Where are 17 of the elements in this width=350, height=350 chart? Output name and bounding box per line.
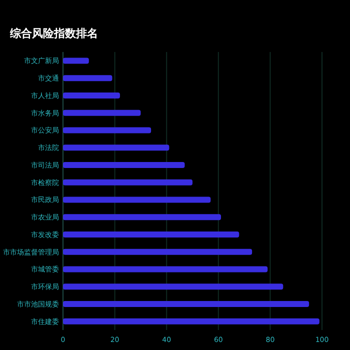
bar: [63, 127, 152, 134]
chart-title: 综合风险指数排名: [9, 27, 98, 40]
bar: [63, 58, 89, 64]
bar: [63, 214, 221, 220]
bar: [63, 248, 252, 255]
bar: [63, 284, 284, 290]
bar: [63, 144, 170, 151]
bar: [63, 75, 112, 82]
bar: [63, 196, 211, 203]
bar: [63, 231, 240, 238]
bar: [63, 266, 268, 272]
bar: [63, 300, 310, 307]
bar: [63, 92, 120, 98]
bar: [63, 179, 192, 186]
bar: [63, 318, 320, 324]
bar: [63, 110, 141, 116]
bar: [63, 162, 185, 168]
